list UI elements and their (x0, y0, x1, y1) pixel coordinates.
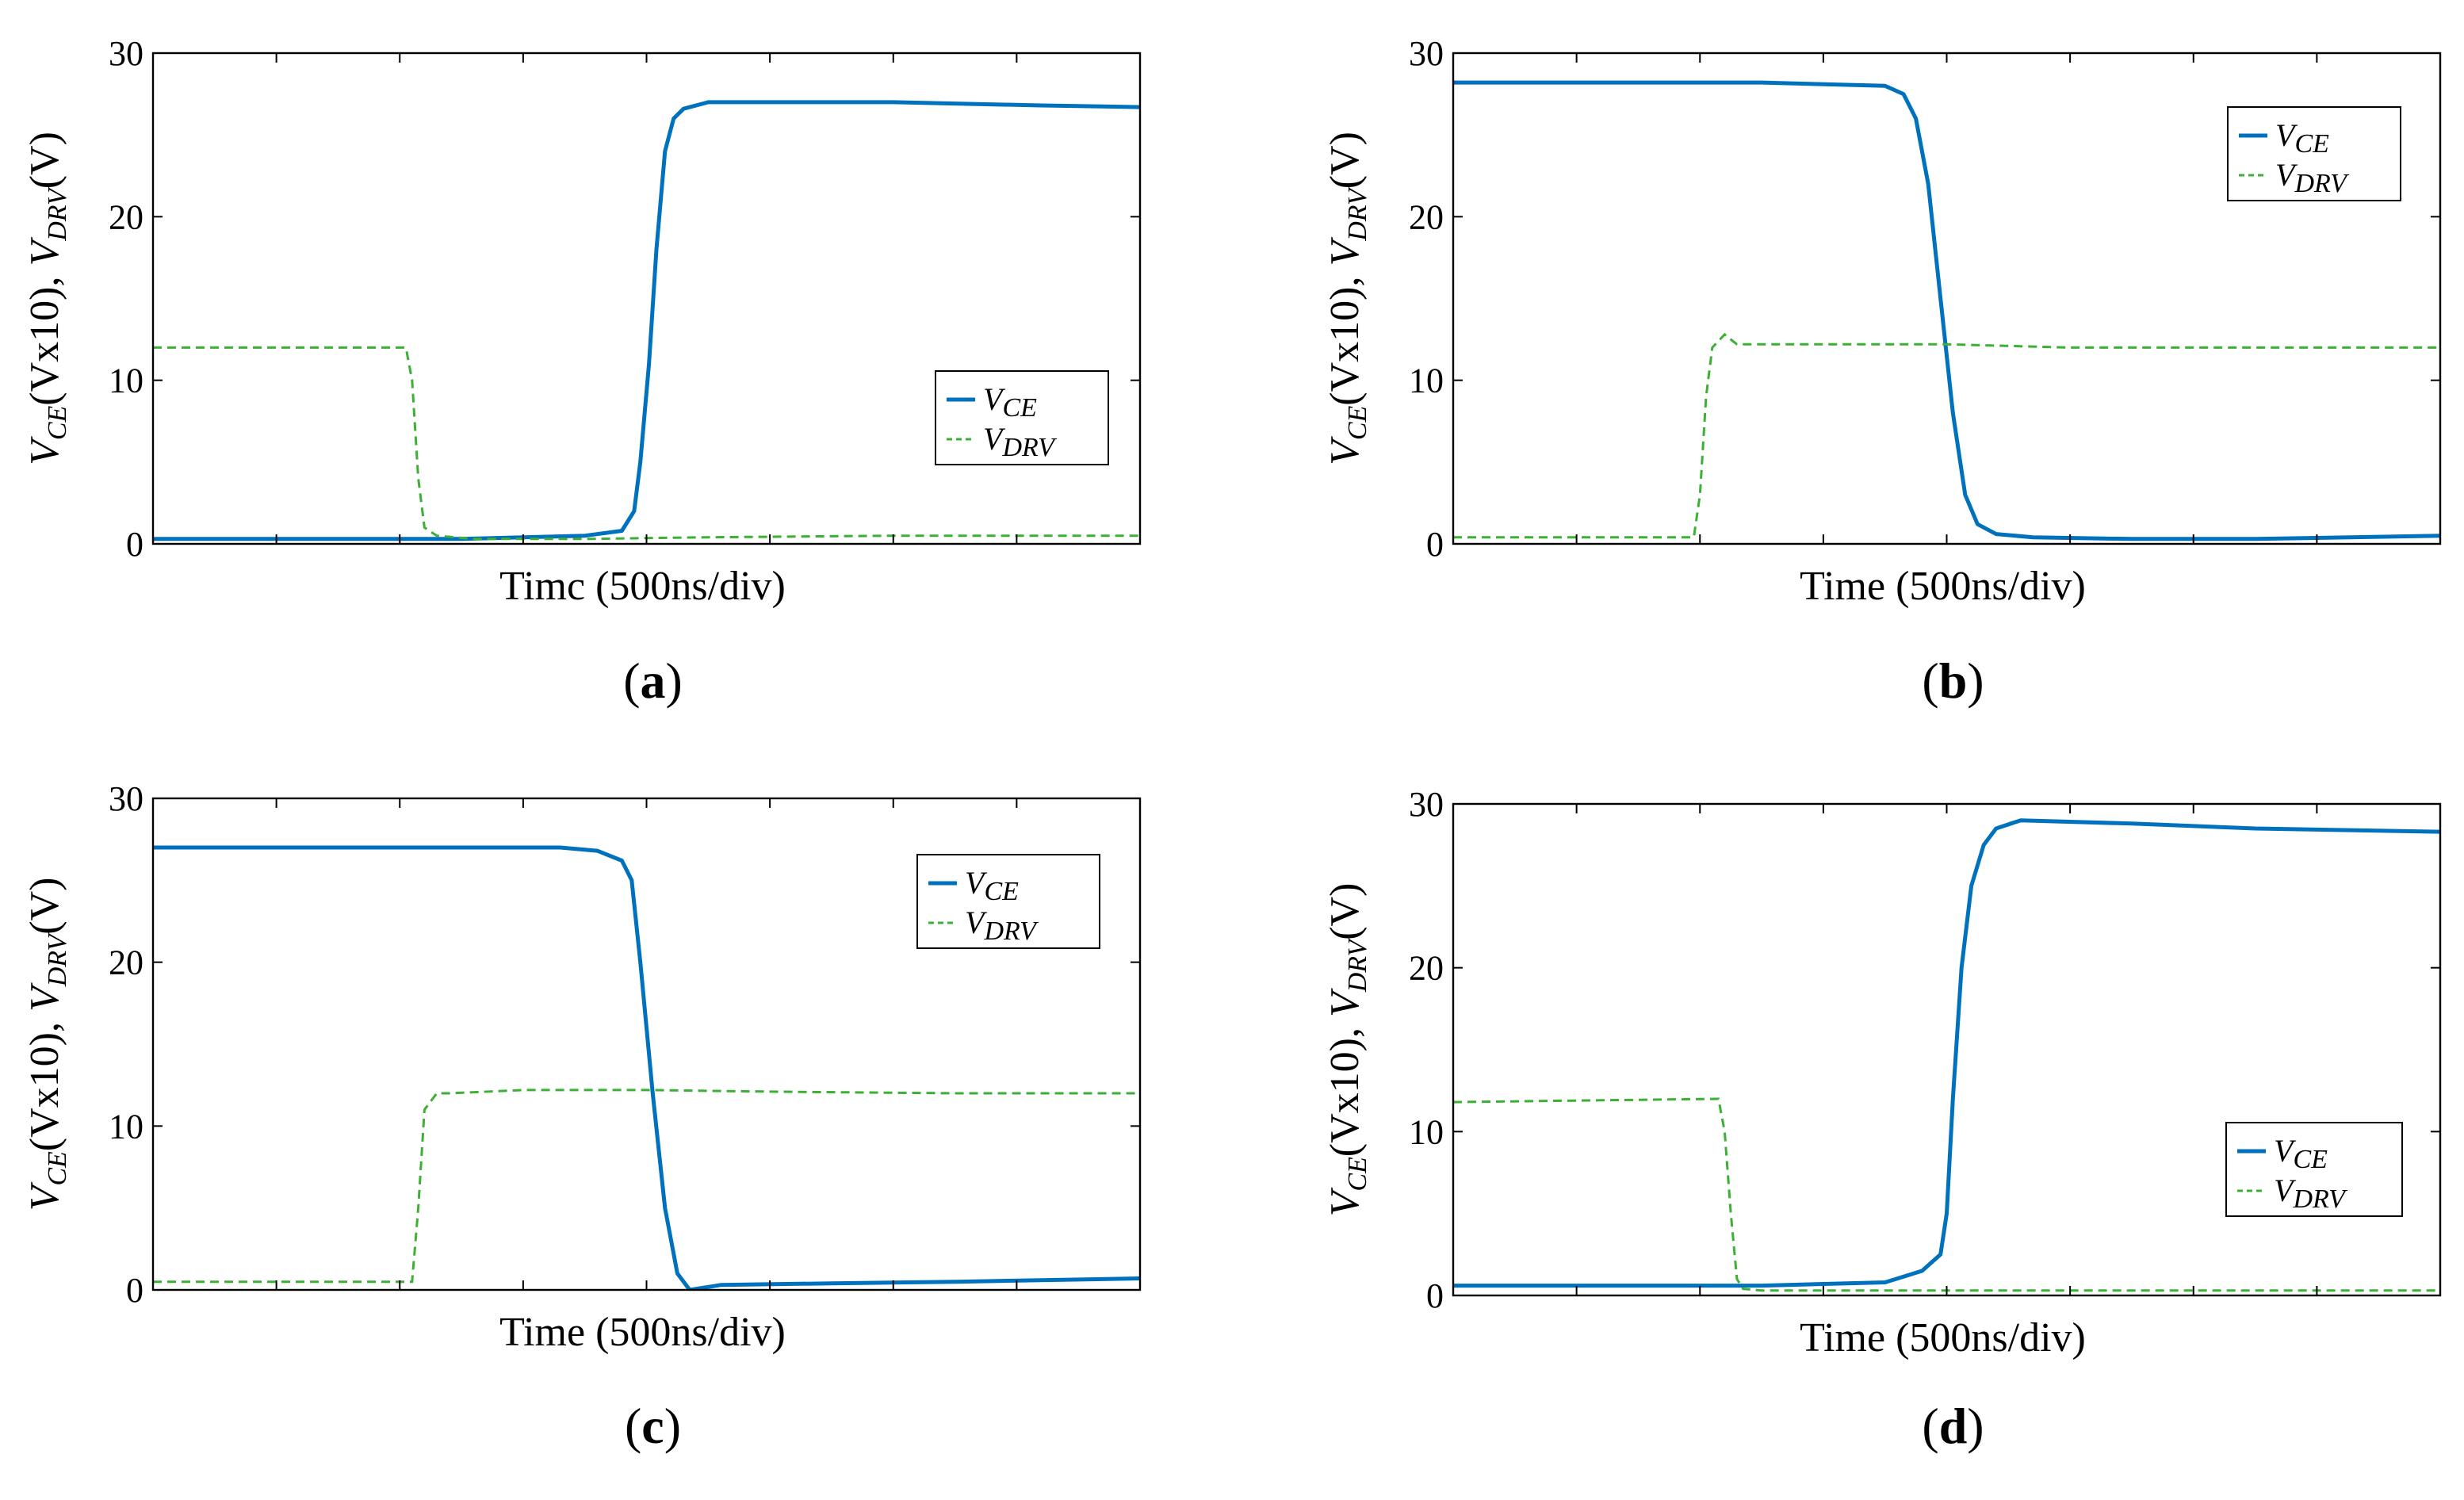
y-tick-label: 20 (109, 197, 143, 236)
y-axis-label: VCE(Vx10), VDRV(V) (1322, 883, 1372, 1217)
series-group (153, 100, 1140, 541)
legend-box (916, 854, 1100, 949)
x-axis-label: Timc (500ns/div) (499, 564, 786, 609)
y-tick-label: 0 (1426, 1276, 1444, 1315)
x-axis-label: Time (500ns/div) (1800, 564, 2086, 609)
legend-label-vce: VCE (2274, 1133, 2328, 1174)
panel-caption: (b) (1922, 652, 1984, 709)
series-group (153, 845, 1140, 1290)
y-tick-label: 30 (1409, 34, 1444, 73)
y-tick-label: 10 (1409, 362, 1444, 400)
legend-box (2225, 1122, 2403, 1217)
y-tick-label: 0 (1426, 525, 1444, 564)
y-tick-label: 30 (1409, 785, 1444, 824)
series-vdrv-line (1453, 332, 2440, 539)
y-axis-label: VCE(Vx10), VDRV(V) (1322, 132, 1372, 465)
y-axis-label: VCE(Vx10), VDRV(V) (22, 132, 72, 465)
y-tick-label: 10 (1409, 1112, 1444, 1151)
y-tick-label: 30 (109, 779, 143, 818)
axes-frame (151, 52, 1142, 545)
series-vdrv-line (153, 346, 1140, 541)
series-vce-line (1453, 80, 2440, 541)
y-tick-label: 0 (126, 525, 143, 564)
panel-a: 0 10 20 30 Timc (500ns/div) VCE(Vx10), VDRV(V… (22, 34, 1142, 709)
legend-label-vdrv: VDRV (2275, 157, 2350, 198)
series-vdrv-line (1453, 1097, 2440, 1292)
series-vce-line (153, 845, 1140, 1290)
x-axis-label: Time (500ns/div) (1800, 1315, 2086, 1360)
legend-label-vdrv: VDRV (965, 905, 1039, 946)
panel-caption-letter: b (1939, 652, 1968, 709)
panel-caption: (d) (1922, 1398, 1984, 1454)
panel-c: 0 10 20 30 Time (500ns/div) VCE(Vx10), VDRV(V… (22, 779, 1142, 1454)
y-tick-label: 30 (109, 34, 143, 73)
y-tick-label: 20 (109, 943, 143, 982)
series-group (1453, 80, 2440, 541)
legend-box (935, 370, 1109, 465)
panel-caption-letter: d (1939, 1398, 1968, 1454)
series-vce-line (1453, 818, 2440, 1288)
panel-caption: (a) (623, 652, 683, 709)
y-tick-label: 20 (1409, 197, 1444, 236)
panel-caption-letter: a (641, 652, 666, 709)
legend-box (2227, 106, 2401, 201)
y-axis-label: VCE(Vx10), VDRV(V) (22, 878, 72, 1211)
legend-label-vce: VCE (2275, 117, 2329, 159)
legend-label-vdrv: VDRV (983, 421, 1058, 462)
panel-d: 0 10 20 30 Time (500ns/div) VCE(Vx10), VDRV(V… (1322, 785, 2442, 1454)
series-group (1453, 818, 2440, 1292)
legend-label-vce: VCE (965, 865, 1019, 906)
panel-caption: (c) (625, 1398, 681, 1454)
panel-caption-letter: c (641, 1398, 664, 1454)
series-vce-line (153, 100, 1140, 541)
panel-b: 0 10 20 30 Time (500ns/div) VCE(Vx10), VDRV(V… (1322, 34, 2442, 709)
y-tick-label: 10 (109, 362, 143, 400)
y-tick-label: 20 (1409, 949, 1444, 988)
y-tick-label: 0 (126, 1271, 143, 1310)
legend-label-vce: VCE (983, 381, 1037, 423)
series-vdrv-line (153, 1089, 1140, 1284)
y-tick-label: 10 (109, 1107, 143, 1146)
legend-label-vdrv: VDRV (2274, 1173, 2348, 1214)
x-axis-label: Time (500ns/div) (499, 1310, 786, 1355)
